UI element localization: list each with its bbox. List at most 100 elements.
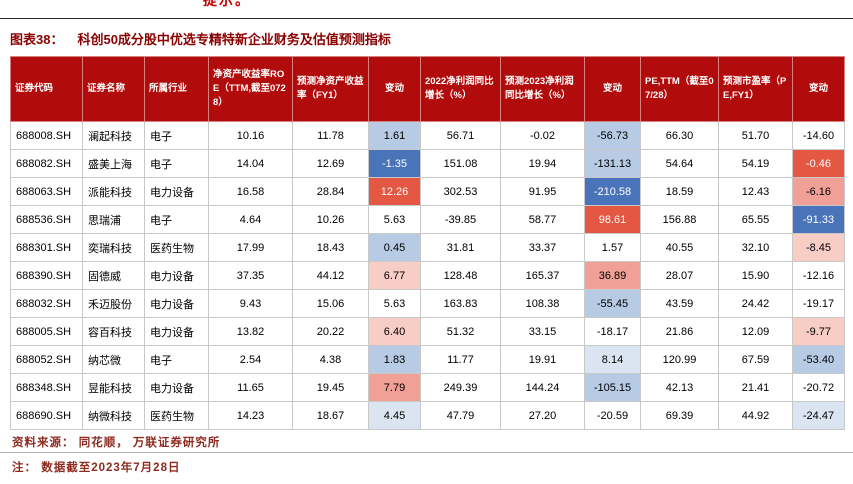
page-top-clipped-text: 提示。 bbox=[203, 0, 251, 8]
cell-pe_fy1: 67.59 bbox=[718, 345, 793, 374]
cell-name: 纳微科技 bbox=[82, 401, 145, 430]
cell-np2023: 33.15 bbox=[500, 317, 585, 346]
cell-roe_fy1: 20.22 bbox=[292, 317, 369, 346]
column-header-industry: 所属行业 bbox=[144, 56, 209, 122]
table-row: 688052.SH 纳芯微 电子 2.54 4.38 1.83 11.77 19.91 8.14… bbox=[10, 345, 845, 374]
cell-industry: 医药生物 bbox=[144, 233, 209, 262]
cell-np2022: 56.71 bbox=[420, 121, 501, 150]
cell-np2022: 151.08 bbox=[420, 149, 501, 178]
cell-roe_fy1: 10.26 bbox=[292, 205, 369, 234]
cell-roe_ttm: 9.43 bbox=[208, 289, 293, 318]
cell-np_chg: 8.14 bbox=[584, 345, 641, 374]
cell-pe_chg: -8.45 bbox=[792, 233, 845, 262]
column-header-pe_fy1: 预测市盈率（PE,FY1） bbox=[718, 56, 793, 122]
column-header-pe_ttm: PE,TTM（截至07/28） bbox=[640, 56, 719, 122]
cell-pe_fy1: 65.55 bbox=[718, 205, 793, 234]
cell-pe_chg: -0.46 bbox=[792, 149, 845, 178]
cell-pe_fy1: 15.90 bbox=[718, 261, 793, 290]
cell-pe_ttm: 120.99 bbox=[640, 345, 719, 374]
cell-roe_chg: 12.26 bbox=[368, 177, 421, 206]
cell-pe_fy1: 21.41 bbox=[718, 373, 793, 402]
cell-pe_chg: -20.72 bbox=[792, 373, 845, 402]
cell-pe_fy1: 12.43 bbox=[718, 177, 793, 206]
cell-np_chg: -18.17 bbox=[584, 317, 641, 346]
cell-pe_ttm: 66.30 bbox=[640, 121, 719, 150]
table-row: 688082.SH 盛美上海 电子 14.04 12.69 -1.35 151.08 19.9… bbox=[10, 149, 845, 178]
cell-roe_fy1: 18.67 bbox=[292, 401, 369, 430]
column-header-np2022: 2022净利润同比增长（%） bbox=[420, 56, 501, 122]
cell-name: 派能科技 bbox=[82, 177, 145, 206]
cell-name: 奕瑞科技 bbox=[82, 233, 145, 262]
cell-roe_ttm: 16.58 bbox=[208, 177, 293, 206]
cell-roe_chg: 5.63 bbox=[368, 205, 421, 234]
cell-roe_chg: 0.45 bbox=[368, 233, 421, 262]
cell-name: 澜起科技 bbox=[82, 121, 145, 150]
cell-np2023: 165.37 bbox=[500, 261, 585, 290]
cell-roe_chg: 5.63 bbox=[368, 289, 421, 318]
figure-caption: 图表38： 科创50成分股中优选专精特新企业财务及估值预测指标 bbox=[10, 29, 391, 48]
table-body: 688008.SH 澜起科技 电子 10.16 11.78 1.61 56.71 -0.02-… bbox=[10, 121, 845, 430]
cell-industry: 电力设备 bbox=[144, 289, 209, 318]
cell-roe_fy1: 28.84 bbox=[292, 177, 369, 206]
cell-pe_chg: -6.16 bbox=[792, 177, 845, 206]
table-row: 688032.SH 禾迈股份 电力设备 9.43 15.06 5.63 163.83 108.… bbox=[10, 289, 845, 318]
cell-code: 688082.SH bbox=[10, 149, 83, 178]
cell-pe_ttm: 28.07 bbox=[640, 261, 719, 290]
cell-industry: 电力设备 bbox=[144, 373, 209, 402]
cell-pe_chg: -19.17 bbox=[792, 289, 845, 318]
table-row: 688536.SH 思瑞浦 电子 4.64 10.26 5.63 -39.85 58.77 98… bbox=[10, 205, 845, 234]
cell-np_chg: 98.61 bbox=[584, 205, 641, 234]
cell-code: 688690.SH bbox=[10, 401, 83, 430]
cell-industry: 医药生物 bbox=[144, 401, 209, 430]
table-row: 688008.SH 澜起科技 电子 10.16 11.78 1.61 56.71 -0.02-… bbox=[10, 121, 845, 150]
column-header-pe_chg: 变动 bbox=[792, 56, 845, 122]
cell-np2022: 31.81 bbox=[420, 233, 501, 262]
cell-roe_chg: 7.79 bbox=[368, 373, 421, 402]
cell-code: 688063.SH bbox=[10, 177, 83, 206]
cell-np_chg: -20.59 bbox=[584, 401, 641, 430]
cell-roe_chg: 1.83 bbox=[368, 345, 421, 374]
cell-industry: 电力设备 bbox=[144, 317, 209, 346]
column-header-roe_chg: 变动 bbox=[368, 56, 421, 122]
cell-industry: 电力设备 bbox=[144, 177, 209, 206]
cell-roe_fy1: 18.43 bbox=[292, 233, 369, 262]
cell-industry: 电子 bbox=[144, 149, 209, 178]
cell-code: 688348.SH bbox=[10, 373, 83, 402]
table-row: 688063.SH 派能科技 电力设备 16.58 28.84 12.26 302.53 91… bbox=[10, 177, 845, 206]
cell-roe_fy1: 11.78 bbox=[292, 121, 369, 150]
cell-name: 固德威 bbox=[82, 261, 145, 290]
cell-np2022: 128.48 bbox=[420, 261, 501, 290]
cell-np_chg: -56.73 bbox=[584, 121, 641, 150]
cell-code: 688008.SH bbox=[10, 121, 83, 150]
cell-code: 688052.SH bbox=[10, 345, 83, 374]
column-header-name: 证券名称 bbox=[82, 56, 145, 122]
stock-table: 证券代码 证券名称 所属行业 净资产收益率ROE（TTM,截至0728） 预测净资产收益… bbox=[10, 56, 845, 430]
column-header-np2023: 预测2023净利润同比增长（%） bbox=[500, 56, 585, 122]
cell-code: 688301.SH bbox=[10, 233, 83, 262]
table-row: 688005.SH 容百科技 电力设备 13.82 20.22 6.40 51.32 33.1… bbox=[10, 317, 845, 346]
cell-roe_chg: 1.61 bbox=[368, 121, 421, 150]
cell-np2023: 144.24 bbox=[500, 373, 585, 402]
column-header-code: 证券代码 bbox=[10, 56, 83, 122]
cell-np2022: 302.53 bbox=[420, 177, 501, 206]
cell-industry: 电力设备 bbox=[144, 261, 209, 290]
column-header-np_chg: 变动 bbox=[584, 56, 641, 122]
cell-pe_ttm: 43.59 bbox=[640, 289, 719, 318]
cell-roe_chg: 6.77 bbox=[368, 261, 421, 290]
cell-pe_chg: -24.47 bbox=[792, 401, 845, 430]
cell-code: 688390.SH bbox=[10, 261, 83, 290]
cell-pe_chg: -12.16 bbox=[792, 261, 845, 290]
cell-roe_ttm: 14.04 bbox=[208, 149, 293, 178]
cell-roe_chg: -1.35 bbox=[368, 149, 421, 178]
cell-code: 688536.SH bbox=[10, 205, 83, 234]
cell-np2023: 27.20 bbox=[500, 401, 585, 430]
cell-roe_ttm: 2.54 bbox=[208, 345, 293, 374]
cell-roe_ttm: 11.65 bbox=[208, 373, 293, 402]
cell-np2023: 58.77 bbox=[500, 205, 585, 234]
cell-pe_chg: -9.77 bbox=[792, 317, 845, 346]
cell-roe_fy1: 4.38 bbox=[292, 345, 369, 374]
cell-np2023: 19.91 bbox=[500, 345, 585, 374]
column-header-roe_ttm: 净资产收益率ROE（TTM,截至0728） bbox=[208, 56, 293, 122]
cell-name: 纳芯微 bbox=[82, 345, 145, 374]
cell-roe_chg: 6.40 bbox=[368, 317, 421, 346]
